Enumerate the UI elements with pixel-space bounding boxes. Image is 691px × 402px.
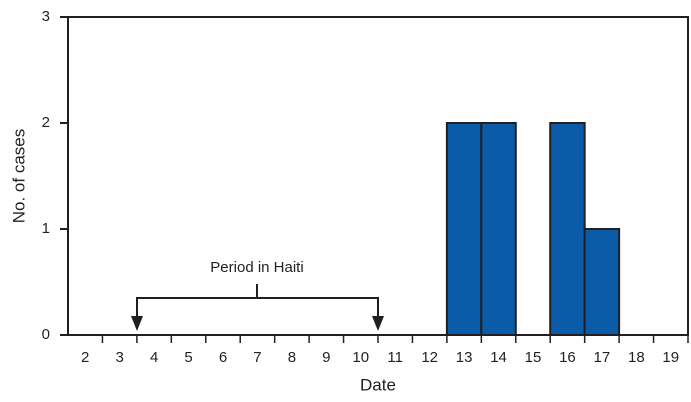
x-tick-label: 13 bbox=[456, 349, 473, 366]
y-tick-label: 2 bbox=[42, 114, 50, 131]
x-tick-label: 19 bbox=[662, 349, 679, 366]
x-tick-label: 11 bbox=[387, 349, 403, 366]
bar bbox=[549, 122, 586, 336]
bar bbox=[480, 122, 517, 336]
x-tick-label: 4 bbox=[150, 349, 158, 366]
x-tick-label: 9 bbox=[322, 349, 330, 366]
x-tick-label: 18 bbox=[628, 349, 645, 366]
plot-frame bbox=[67, 16, 689, 336]
bar bbox=[445, 122, 483, 336]
annotation: Period in Haiti bbox=[210, 259, 303, 276]
arrow-head bbox=[372, 316, 384, 331]
x-tick-label: 12 bbox=[421, 349, 438, 366]
x-tick-label: 17 bbox=[594, 349, 611, 366]
y-tick-label: 3 bbox=[42, 8, 50, 25]
x-tick-label: 5 bbox=[184, 349, 192, 366]
x-tick-label: 3 bbox=[115, 349, 123, 366]
x-tick-label: 10 bbox=[352, 349, 369, 366]
y-tick-label: 1 bbox=[42, 220, 50, 237]
x-tick-label: 8 bbox=[288, 349, 296, 366]
y-axis-title: No. of cases bbox=[9, 129, 28, 224]
x-tick-label: 7 bbox=[253, 349, 261, 366]
bar bbox=[583, 228, 621, 336]
y-tick-label: 0 bbox=[42, 326, 50, 343]
arrow-head bbox=[131, 316, 143, 331]
x-tick-label: 6 bbox=[219, 349, 227, 366]
x-tick-label: 16 bbox=[559, 349, 576, 366]
annotation-bracket bbox=[136, 284, 379, 322]
x-tick-label: 15 bbox=[525, 349, 542, 366]
x-tick-label: 14 bbox=[490, 349, 507, 366]
x-tick-label: 2 bbox=[81, 349, 89, 366]
x-axis-title: Date bbox=[360, 375, 396, 394]
